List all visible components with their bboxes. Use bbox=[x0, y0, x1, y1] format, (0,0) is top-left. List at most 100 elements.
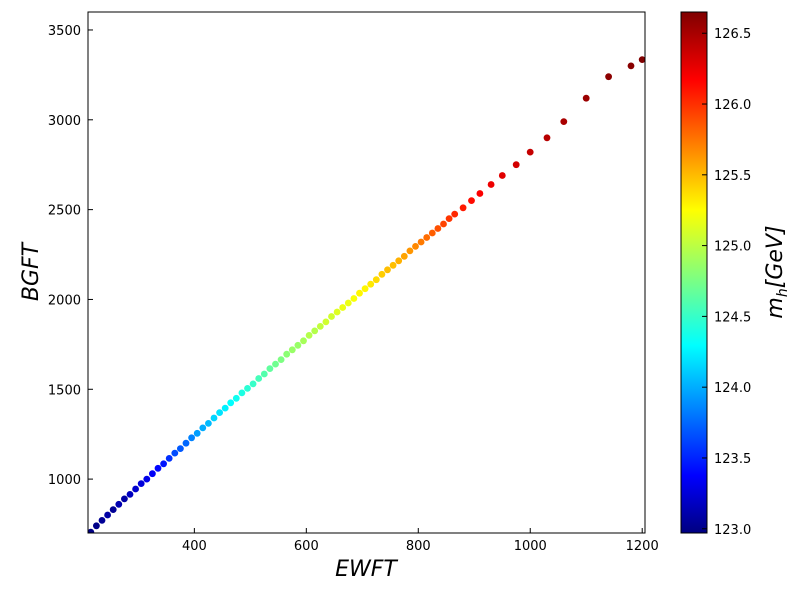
colorbar-label: mh[GeV] bbox=[763, 225, 791, 318]
data-point bbox=[260, 370, 268, 378]
data-point bbox=[389, 261, 397, 269]
data-point bbox=[121, 495, 128, 503]
data-point bbox=[328, 313, 335, 320]
data-point bbox=[244, 385, 251, 392]
data-point bbox=[428, 229, 436, 237]
colorbar-tick-label: 123.0 bbox=[714, 523, 751, 538]
data-point bbox=[165, 455, 173, 462]
data-point bbox=[378, 270, 386, 278]
x-tick-label: 1200 bbox=[626, 539, 659, 554]
data-point bbox=[232, 394, 240, 402]
data-point bbox=[205, 420, 212, 427]
data-point bbox=[344, 299, 352, 307]
x-tick-label: 600 bbox=[294, 539, 319, 554]
data-point bbox=[384, 266, 391, 274]
data-point bbox=[93, 522, 100, 530]
data-point bbox=[333, 308, 341, 316]
colorbar-tick-label: 124.5 bbox=[714, 310, 751, 325]
data-point bbox=[160, 460, 168, 468]
data-point bbox=[498, 172, 506, 179]
colorbar-tick-label: 126.0 bbox=[714, 98, 751, 113]
data-point bbox=[406, 247, 414, 255]
data-point bbox=[288, 346, 296, 354]
data-point bbox=[210, 414, 218, 422]
data-point bbox=[193, 429, 201, 437]
data-point bbox=[143, 475, 151, 483]
y-tick-label: 2000 bbox=[48, 293, 81, 308]
colorbar-tick-label: 125.5 bbox=[714, 169, 751, 184]
colorbar-tick-label: 123.5 bbox=[714, 452, 751, 467]
data-point bbox=[350, 295, 358, 302]
data-point bbox=[311, 327, 319, 335]
data-point bbox=[526, 148, 534, 156]
data-point bbox=[468, 197, 475, 205]
data-point bbox=[440, 220, 447, 228]
data-point bbox=[412, 243, 419, 250]
data-point bbox=[445, 215, 453, 223]
data-point bbox=[238, 389, 246, 397]
data-point bbox=[149, 470, 156, 478]
y-tick-label: 2500 bbox=[48, 204, 81, 219]
data-point bbox=[322, 318, 330, 326]
data-point bbox=[487, 181, 495, 188]
data-point bbox=[417, 238, 425, 246]
data-point bbox=[605, 73, 612, 81]
data-point bbox=[560, 118, 568, 125]
data-point bbox=[638, 56, 645, 63]
data-point bbox=[451, 210, 459, 218]
y-tick-label: 1000 bbox=[48, 473, 81, 488]
data-point bbox=[182, 439, 190, 447]
data-point bbox=[423, 234, 431, 241]
y-tick-label: 1500 bbox=[48, 383, 81, 398]
x-axis-label: EWFT bbox=[335, 557, 398, 582]
data-point bbox=[400, 252, 408, 260]
x-axis-ticks: 400 600 800 1000 1200 bbox=[182, 528, 659, 554]
plot-frame bbox=[87, 11, 646, 534]
colorbar-ticks: 123.0 123.5 124.0 124.5 125.0 125.5 126.0 126.5 bbox=[702, 27, 751, 538]
x-tick-label: 800 bbox=[406, 539, 431, 554]
data-point bbox=[98, 517, 106, 524]
data-point bbox=[249, 380, 257, 388]
data-point bbox=[88, 528, 95, 533]
data-point bbox=[294, 341, 302, 349]
data-point bbox=[154, 464, 162, 472]
colorbar-label-sub: h bbox=[775, 288, 791, 297]
data-point bbox=[305, 332, 313, 339]
data-point bbox=[137, 480, 145, 487]
data-point bbox=[395, 257, 403, 265]
scatter-points bbox=[88, 56, 645, 533]
data-point bbox=[132, 485, 140, 493]
colorbar-label-tail: [GeV] bbox=[763, 225, 788, 288]
data-point bbox=[543, 134, 551, 142]
data-point bbox=[272, 360, 279, 368]
data-point bbox=[356, 289, 363, 297]
data-point bbox=[476, 190, 484, 197]
colorbar-tick-label: 126.5 bbox=[714, 27, 751, 42]
data-point bbox=[434, 225, 442, 232]
data-point bbox=[177, 445, 184, 452]
data-point bbox=[316, 323, 324, 330]
y-tick-label: 3000 bbox=[48, 114, 81, 129]
data-point bbox=[188, 434, 196, 442]
data-point bbox=[221, 404, 229, 412]
data-point bbox=[367, 280, 375, 288]
y-axis-label: BGFT bbox=[19, 241, 44, 301]
y-tick-label: 3500 bbox=[48, 24, 81, 39]
data-point bbox=[582, 94, 590, 102]
data-point bbox=[372, 276, 380, 284]
data-point bbox=[255, 375, 263, 382]
data-point bbox=[171, 449, 179, 457]
data-point bbox=[512, 161, 520, 169]
x-tick-label: 1000 bbox=[514, 539, 547, 554]
data-point bbox=[227, 399, 235, 407]
data-point bbox=[339, 304, 347, 311]
colorbar-tick-label: 124.0 bbox=[714, 381, 751, 396]
data-point bbox=[300, 337, 307, 345]
x-tick-label: 400 bbox=[182, 539, 207, 554]
data-point bbox=[216, 409, 224, 416]
data-point bbox=[459, 204, 467, 212]
colorbar-tick-label: 125.0 bbox=[714, 240, 751, 255]
colorbar-label-main: m bbox=[763, 297, 788, 318]
y-axis-ticks: 1000 1500 2000 2500 3000 3500 bbox=[48, 24, 93, 488]
